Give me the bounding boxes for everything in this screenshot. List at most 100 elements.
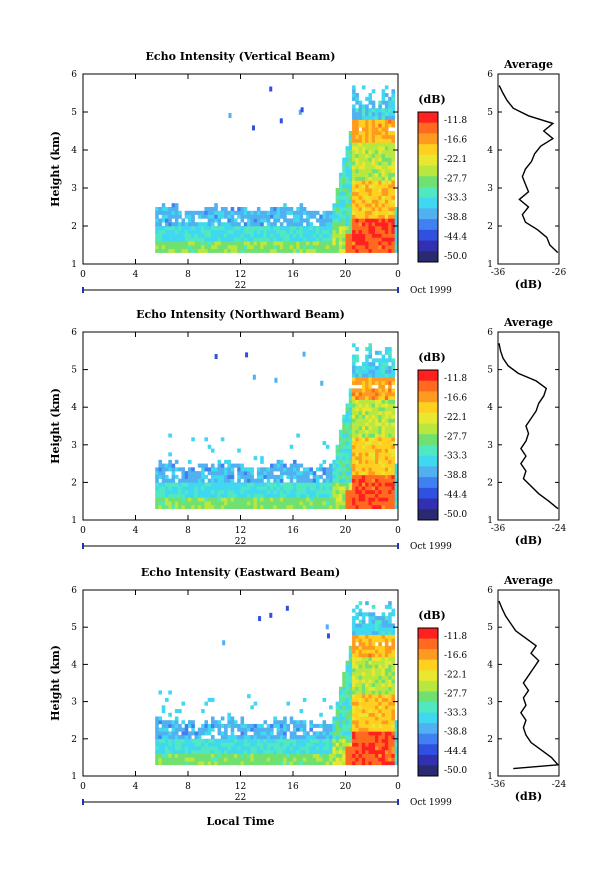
colorbar-swatch: [418, 659, 438, 671]
colorbar-tick-label: -16.6: [444, 393, 467, 403]
colorbar-tick-label: -11.8: [444, 632, 467, 642]
colorbar-tick-label: -33.3: [444, 709, 467, 719]
x-tick-label: 12: [235, 526, 246, 536]
colorbar-swatch: [418, 240, 438, 252]
colorbar-tick-label: -22.1: [444, 413, 467, 423]
x-tick-label: 0: [80, 270, 86, 280]
colorbar-swatch: [418, 412, 438, 424]
x-tick-label: 8: [185, 782, 191, 792]
x-tick-label: 0: [80, 526, 86, 536]
profile-y-tick-label: 3: [487, 441, 493, 451]
colorbar-tick-label: -33.3: [444, 452, 467, 462]
profile-x-tick-label: -24: [552, 524, 567, 534]
colorbar-frame: [417, 111, 439, 263]
colorbar: (dB) -11.8 -16.6 -22.1 -27.7 -33.3 -38.8 -44.4 -…: [417, 351, 467, 521]
colorbar-tick-label: -50.0: [444, 252, 467, 262]
x-tick-label: 0: [395, 782, 401, 792]
profile-frame: [497, 331, 560, 521]
colorbar-swatch: [418, 754, 438, 766]
y-axis-label: Height (km): [49, 645, 62, 721]
y-tick-label: 2: [71, 735, 77, 745]
y-tick-label: 1: [71, 772, 77, 782]
colorbar-swatch: [418, 154, 438, 166]
colorbar-tick-label: -38.8: [444, 471, 467, 481]
x-tick-label: 20: [340, 526, 352, 536]
month-label: Oct 1999: [410, 542, 452, 552]
colorbar-swatch: [418, 219, 438, 231]
y-tick-label: 3: [71, 184, 77, 194]
x-tick-label: 4: [133, 270, 139, 280]
y-tick-label: 6: [71, 586, 77, 596]
colorbar-swatch: [418, 680, 438, 692]
colorbar-swatch: [418, 487, 438, 499]
y-axis-label: Height (km): [49, 131, 62, 207]
colorbar-swatch: [418, 133, 438, 145]
x-axis-title: Local Time: [207, 815, 275, 828]
heatmap-cells: [155, 601, 399, 766]
colorbar-tick-label: -50.0: [444, 766, 467, 776]
date-label: 22: [235, 537, 246, 547]
colorbar-tick-label: -44.4: [444, 747, 467, 757]
x-tick-label: 8: [185, 270, 191, 280]
chart-title: Echo Intensity (Northward Beam): [136, 308, 345, 321]
x-tick-label: 12: [235, 270, 246, 280]
colorbar-swatch: [418, 434, 438, 446]
x-tick-label: 8: [185, 526, 191, 536]
x-tick-label: 0: [395, 526, 401, 536]
colorbar-tick-label: -11.8: [444, 374, 467, 384]
colorbar-frame: [417, 369, 439, 521]
y-tick-label: 5: [71, 623, 77, 633]
profile-y-tick-label: 6: [487, 70, 493, 80]
x-tick-label: 16: [287, 782, 299, 792]
profile-y-tick-label: 5: [487, 623, 493, 633]
profile-title: Average: [503, 574, 553, 587]
colorbar-swatch: [418, 670, 438, 682]
chart-title: Echo Intensity (Vertical Beam): [145, 50, 335, 63]
profile-line: [498, 600, 560, 770]
colorbar-swatch: [418, 455, 438, 467]
colorbar-swatch: [418, 638, 438, 650]
colorbar-tick-label: -11.8: [444, 116, 467, 126]
y-tick-label: 4: [71, 660, 77, 670]
colorbar-swatch: [418, 765, 438, 777]
colorbar-tick-label: -27.7: [444, 689, 467, 699]
colorbar-swatch: [418, 112, 438, 124]
x-tick-label: 12: [235, 782, 246, 792]
profile-line: [498, 343, 559, 510]
profile-y-tick-label: 3: [487, 184, 493, 194]
x-tick-label: 16: [287, 526, 299, 536]
panel-2: Echo Intensity (Northward Beam)123456Hei…: [49, 308, 567, 552]
profile-y-tick-label: 2: [487, 735, 493, 745]
y-tick-label: 1: [71, 516, 77, 526]
colorbar-swatch: [418, 122, 438, 134]
profile-x-tick-label: -26: [552, 268, 567, 278]
colorbar: (dB) -11.8 -16.6 -22.1 -27.7 -33.3 -38.8 -44.4 -…: [417, 609, 467, 777]
profile-x-tick-label: -36: [491, 268, 506, 278]
y-tick-label: 5: [71, 108, 77, 118]
colorbar-swatch: [418, 466, 438, 478]
heatmap-cells: [155, 343, 399, 510]
colorbar-swatch: [418, 208, 438, 220]
profile-frame: [497, 589, 560, 777]
colorbar-tick-label: -38.8: [444, 213, 467, 223]
colorbar-unit: (dB): [418, 351, 445, 364]
colorbar-swatch: [418, 723, 438, 735]
colorbar-swatch: [418, 744, 438, 756]
colorbar-tick-label: -38.8: [444, 728, 467, 738]
average-profile: Average 1 2 3 4 5 6 -36 -24 (dB): [487, 316, 566, 547]
colorbar-tick-label: -27.7: [444, 174, 467, 184]
profile-x-tick-label: -36: [491, 524, 506, 534]
profile-y-tick-label: 1: [487, 260, 493, 270]
colorbar-swatch: [418, 176, 438, 188]
colorbar-swatch: [418, 370, 438, 382]
colorbar-unit: (dB): [418, 93, 445, 106]
colorbar-swatch: [418, 187, 438, 199]
colorbar-swatch: [418, 380, 438, 392]
y-tick-label: 4: [71, 403, 77, 413]
date-label: 22: [235, 281, 246, 291]
colorbar-tick-label: -50.0: [444, 510, 467, 520]
heatmap-cells: [155, 85, 399, 253]
y-tick-label: 6: [71, 70, 77, 80]
panel-1: Echo Intensity (Vertical Beam) 12 3 4 5 6 Heig…: [49, 50, 567, 296]
colorbar-tick-label: -22.1: [444, 670, 467, 680]
